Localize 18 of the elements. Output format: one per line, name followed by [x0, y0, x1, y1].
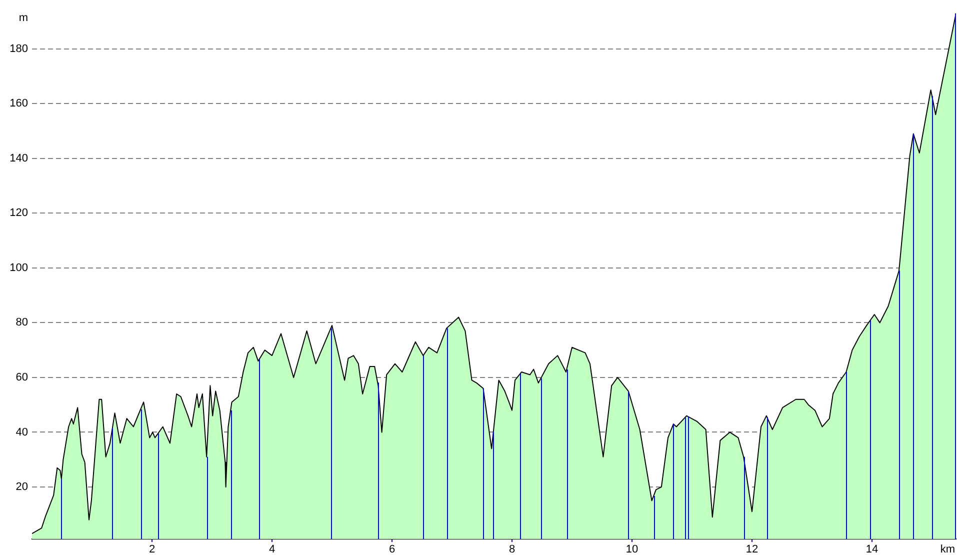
y-tick-label: 160	[10, 98, 28, 110]
y-tick-label: 180	[10, 42, 28, 55]
y-tick-label: 40	[16, 426, 28, 438]
x-axis-title: km	[940, 544, 955, 555]
x-tick-label: 14	[866, 544, 878, 555]
y-axis-title: m	[18, 12, 28, 24]
y-tick-label: 120	[10, 207, 28, 220]
x-tick-label: 6	[388, 544, 396, 555]
x-tick-label: 10	[626, 544, 638, 555]
y-tick-label: 140	[10, 152, 28, 164]
y-tick-label: 100	[10, 262, 28, 274]
x-tick-label: 8	[508, 544, 516, 555]
x-tick-label: 12	[746, 544, 758, 555]
x-tick-label: 4	[268, 544, 276, 555]
y-tick-label: 80	[16, 316, 28, 329]
x-tick-label: 2	[148, 544, 156, 555]
y-tick-label: 20	[16, 481, 28, 494]
y-tick-label: 60	[16, 372, 28, 384]
